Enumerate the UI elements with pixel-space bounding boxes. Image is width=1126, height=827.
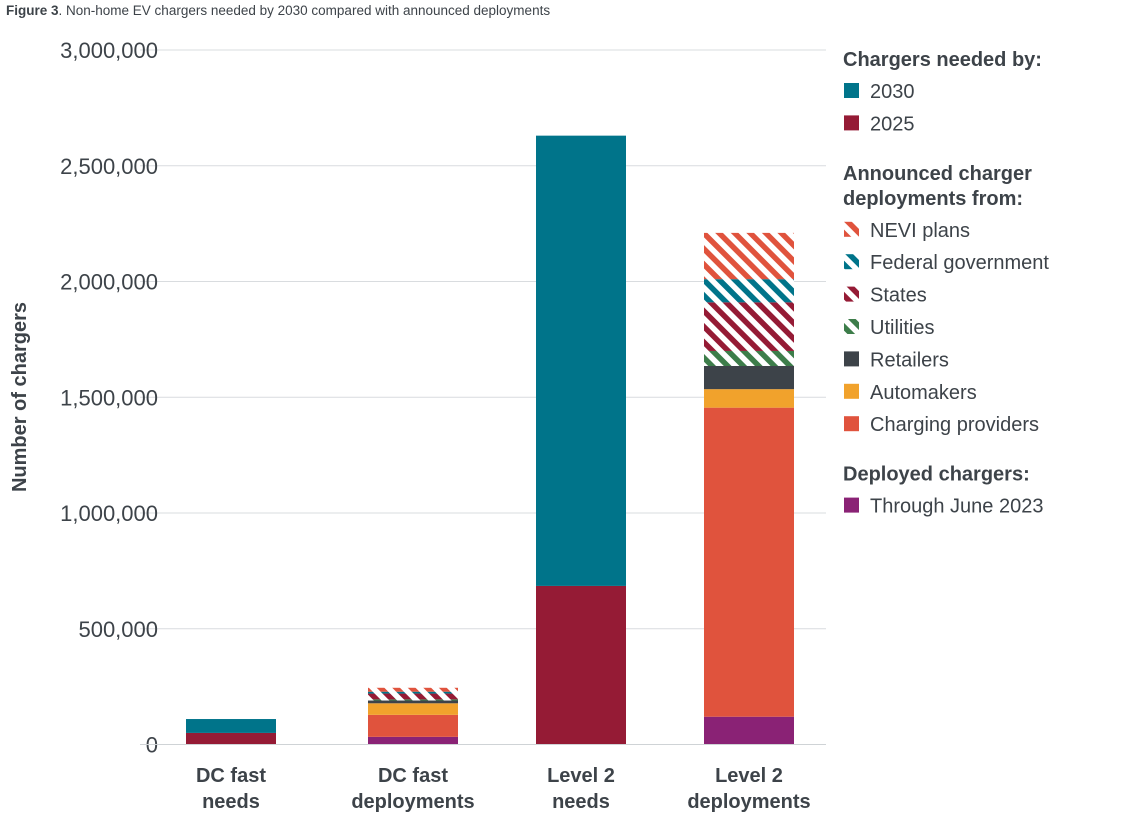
bar-level-2-deployments: [704, 232, 794, 745]
bar-dc-fast-needs: [186, 719, 276, 745]
legend-label: Through June 2023: [870, 496, 1043, 518]
legend-item-through-june-2023: Through June 2023: [844, 496, 1043, 518]
bar-segment-2025: [536, 585, 626, 745]
legend-heading: Announced charger deployments from:: [843, 163, 1032, 210]
x-tick-label: Level 2 needs: [547, 765, 615, 813]
bar-segment-nevi-plans: [368, 687, 458, 692]
y-tick-label: 1,500,000: [60, 385, 158, 410]
legend-item-utilities: Utilities: [844, 317, 934, 339]
bar-segment-federal-government: [368, 691, 458, 694]
x-tick-label: DC fast deployments: [351, 765, 474, 813]
legend-item-charging-providers: Charging providers: [844, 414, 1039, 436]
legend-item-retailers: Retailers: [844, 349, 949, 371]
legend-label: 2030: [870, 81, 915, 103]
bar-segment-retailers: [704, 365, 794, 390]
legend-item-2025: 2025: [844, 113, 915, 135]
legend-swatch: [844, 115, 859, 131]
legend-label: Retailers: [870, 349, 949, 371]
bar-segment-charging-providers: [368, 714, 458, 737]
legend-label: 2025: [870, 113, 915, 135]
bar-segment-2025: [186, 732, 276, 745]
legend-label: States: [870, 285, 927, 307]
y-tick-label: 1,000,000: [60, 501, 158, 526]
bar-segment-utilities: [704, 350, 794, 366]
figure-caption: Figure 3. Non-home EV chargers needed by…: [6, 3, 550, 18]
bar-segment-states: [368, 693, 458, 700]
y-tick-label: 2,000,000: [60, 270, 158, 295]
legend-item-federal-government: Federal government: [844, 252, 1049, 274]
x-tick-label: Level 2 deployments: [687, 765, 810, 813]
legend-item-automakers: Automakers: [844, 382, 977, 404]
legend-heading: Deployed chargers:: [843, 464, 1030, 486]
y-axis-label: Number of chargers: [9, 302, 31, 492]
legend-item-nevi-plans: NEVI plans: [844, 220, 970, 242]
bar-segment-through-june-2023: [704, 716, 794, 745]
bar-segment-charging-providers: [704, 407, 794, 717]
x-tick-label: DC fast needs: [196, 765, 266, 813]
legend-label: Utilities: [870, 317, 934, 339]
bar-segment-through-june-2023: [368, 736, 458, 745]
figure-label: Figure 3: [6, 3, 59, 18]
legend-label: NEVI plans: [870, 220, 970, 242]
legend-swatch: [844, 254, 859, 270]
y-axis-ticks: 0500,0001,000,0001,500,0002,000,0002,500…: [60, 38, 158, 758]
y-tick-label: 3,000,000: [60, 38, 158, 63]
x-axis-ticks: DC fast needs DC fast deployments Level 2 nee…: [196, 765, 811, 813]
legend: Chargers needed by: 2030 2025 Announced cha…: [843, 49, 1049, 518]
bar-segment-utilities: [368, 699, 458, 701]
legend-swatch: [844, 351, 859, 367]
bar-segment-2030: [536, 135, 626, 586]
legend-swatch: [844, 416, 859, 432]
legend-swatch: [844, 497, 859, 513]
bar-segment-federal-government: [704, 279, 794, 303]
legend-item-2030: 2030: [844, 81, 915, 103]
legend-swatch: [844, 383, 859, 399]
bar-segment-automakers: [368, 703, 458, 715]
bar-segment-retailers: [368, 700, 458, 704]
legend-item-states: States: [844, 285, 927, 307]
legend-swatch: [844, 221, 859, 237]
bars: [186, 135, 794, 745]
legend-heading: Chargers needed by:: [843, 49, 1042, 71]
bar-dc-fast-deployments: [368, 687, 458, 745]
legend-swatch: [844, 286, 859, 302]
figure-title: . Non-home EV chargers needed by 2030 co…: [58, 3, 551, 18]
bar-level-2-needs: [536, 135, 626, 745]
y-tick-label: 2,500,000: [60, 154, 158, 179]
legend-label: Charging providers: [870, 414, 1039, 436]
bar-segment-states: [704, 302, 794, 351]
bar-segment-2030: [186, 719, 276, 733]
legend-label: Automakers: [870, 382, 977, 404]
y-tick-label: 500,000: [78, 617, 158, 642]
bar-segment-nevi-plans: [704, 232, 794, 280]
bar-segment-automakers: [704, 389, 794, 408]
legend-swatch: [844, 319, 859, 334]
legend-label: Federal government: [870, 252, 1049, 274]
legend-swatch: [844, 83, 859, 98]
